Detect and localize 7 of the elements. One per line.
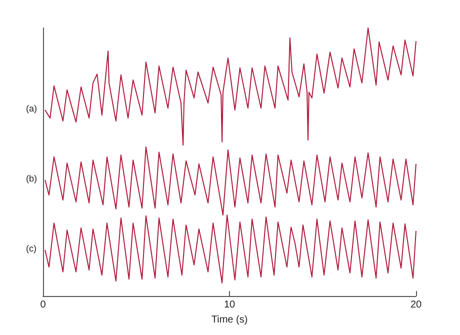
series-label: (b) [26, 173, 37, 184]
x-tick-label: 0 [40, 300, 46, 310]
x-axis-title: Time (s) [211, 314, 248, 326]
x-tick-label: 20 [410, 300, 422, 310]
series-label: (c) [26, 243, 36, 254]
series-label: (a) [26, 104, 37, 114]
x-tick-label: 10 [224, 300, 236, 310]
